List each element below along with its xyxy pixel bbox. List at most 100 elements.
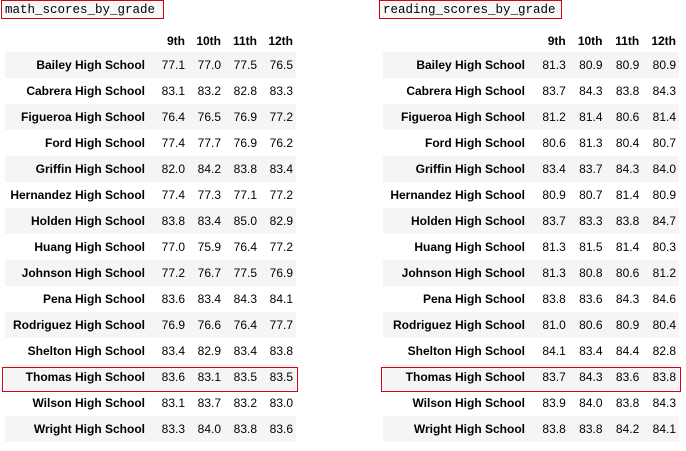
score-cell: 83.8 [542, 422, 566, 436]
score-cell: 83.7 [579, 162, 603, 176]
score-cell: 76.5 [269, 58, 293, 72]
score-cell: 83.6 [579, 292, 603, 306]
row-index-school: Cabrera High School [26, 84, 145, 98]
table-row: Ford High School 77.4 77.7 76.9 76.2 [5, 130, 296, 156]
score-cell: 77.2 [269, 240, 293, 254]
score-cell: 77.1 [233, 188, 257, 202]
score-cell: 80.6 [579, 318, 603, 332]
score-cell: 80.8 [579, 266, 603, 280]
score-cell: 80.7 [652, 136, 676, 150]
table-row: Pena High School 83.8 83.6 84.3 84.6 [383, 286, 679, 312]
score-cell: 84.1 [269, 292, 293, 306]
row-index-school: Bailey High School [416, 58, 525, 72]
table-row: Cabrera High School 83.1 83.2 82.8 83.3 [5, 78, 296, 104]
score-cell: 80.4 [615, 136, 640, 150]
math-variable-name: math_scores_by_grade [1, 0, 164, 19]
table-row: Holden High School 83.7 83.3 83.8 84.7 [383, 208, 679, 234]
score-cell: 83.8 [269, 344, 293, 358]
table-row: Huang High School 81.3 81.5 81.4 80.3 [383, 234, 679, 260]
score-cell: 76.4 [233, 240, 257, 254]
table-row: Shelton High School 83.4 82.9 83.4 83.8 [5, 338, 296, 364]
score-cell: 83.0 [269, 396, 293, 410]
table-row: Pena High School 83.6 83.4 84.3 84.1 [5, 286, 296, 312]
column-header-12th: 12th [651, 33, 676, 48]
row-index-school: Shelton High School [407, 344, 525, 358]
score-cell: 80.9 [615, 58, 640, 72]
score-cell: 81.3 [542, 58, 566, 72]
column-header-10th: 10th [196, 33, 221, 48]
score-cell: 77.4 [161, 136, 185, 150]
score-cell: 81.3 [542, 266, 566, 280]
score-cell: 83.4 [269, 162, 293, 176]
score-cell: 81.0 [542, 318, 566, 332]
score-cell: 83.2 [233, 396, 257, 410]
score-cell: 83.9 [542, 396, 566, 410]
table-row: Ford High School 80.6 81.3 80.4 80.7 [383, 130, 679, 156]
table-row: Johnson High School 81.3 80.8 80.6 81.2 [383, 260, 679, 286]
math-scores-table: 9th 10th 11th 12th Bailey High School 77.… [5, 29, 296, 442]
row-index-school: Griffin High School [415, 162, 525, 176]
table-row: Thomas High School 83.7 84.3 83.6 83.8 [383, 364, 679, 390]
score-cell: 83.2 [197, 84, 221, 98]
score-cell: 80.9 [615, 318, 640, 332]
table-row: Wright High School 83.8 83.8 84.2 84.1 [383, 416, 679, 442]
score-cell: 85.0 [233, 214, 257, 228]
score-cell: 83.7 [542, 84, 566, 98]
row-index-school: Figueroa High School [400, 110, 525, 124]
row-index-school: Hernandez High School [390, 188, 525, 202]
table-row: Hernandez High School 80.9 80.7 81.4 80.9 [383, 182, 679, 208]
score-cell: 83.1 [161, 396, 185, 410]
score-cell: 77.5 [233, 58, 257, 72]
score-cell: 77.5 [233, 266, 257, 280]
score-cell: 84.6 [652, 292, 676, 306]
score-cell: 83.4 [579, 344, 603, 358]
score-cell: 84.0 [652, 162, 676, 176]
row-index-school: Ford High School [425, 136, 525, 150]
score-cell: 77.7 [269, 318, 293, 332]
score-cell: 80.6 [615, 266, 640, 280]
score-cell: 84.2 [615, 422, 640, 436]
score-cell: 83.8 [615, 214, 640, 228]
score-cell: 83.4 [233, 344, 257, 358]
score-cell: 84.3 [615, 162, 640, 176]
score-cell: 81.4 [615, 188, 640, 202]
table-row: Bailey High School 81.3 80.9 80.9 80.9 [383, 52, 679, 78]
score-cell: 80.7 [579, 188, 603, 202]
score-cell: 83.6 [269, 422, 293, 436]
table-row: Wilson High School 83.1 83.7 83.2 83.0 [5, 390, 296, 416]
score-cell: 83.7 [542, 370, 566, 384]
score-cell: 80.9 [652, 188, 676, 202]
reading-variable-name: reading_scores_by_grade [379, 0, 562, 19]
table-row: Hernandez High School 77.4 77.3 77.1 77.2 [5, 182, 296, 208]
column-header-12th: 12th [268, 33, 293, 48]
table-row: Shelton High School 84.1 83.4 84.4 82.8 [383, 338, 679, 364]
score-cell: 76.4 [233, 318, 257, 332]
row-index-school: Holden High School [411, 214, 525, 228]
score-cell: 80.6 [615, 110, 640, 124]
row-index-school: Huang High School [34, 240, 145, 254]
score-cell: 83.4 [161, 344, 185, 358]
score-cell: 77.0 [161, 240, 185, 254]
score-cell: 76.2 [269, 136, 293, 150]
score-cell: 84.3 [652, 396, 676, 410]
column-header-9th: 9th [167, 33, 185, 48]
row-index-school: Thomas High School [405, 370, 525, 384]
column-header-index [383, 29, 532, 52]
table-row: Holden High School 83.8 83.4 85.0 82.9 [5, 208, 296, 234]
score-cell: 83.8 [579, 422, 603, 436]
row-index-school: Figueroa High School [20, 110, 145, 124]
score-cell: 84.3 [615, 292, 640, 306]
score-cell: 83.8 [542, 292, 566, 306]
score-cell: 76.9 [233, 110, 257, 124]
column-header-11th: 11th [615, 33, 640, 48]
row-index-school: Rodriguez High School [13, 318, 145, 332]
score-cell: 82.9 [197, 344, 221, 358]
score-cell: 76.5 [197, 110, 221, 124]
score-cell: 84.3 [652, 84, 676, 98]
table-row: Figueroa High School 81.2 81.4 80.6 81.4 [383, 104, 679, 130]
row-index-school: Bailey High School [36, 58, 145, 72]
score-cell: 81.3 [579, 136, 603, 150]
row-index-school: Wright High School [413, 422, 525, 436]
score-cell: 81.4 [615, 240, 640, 254]
score-cell: 75.9 [197, 240, 221, 254]
